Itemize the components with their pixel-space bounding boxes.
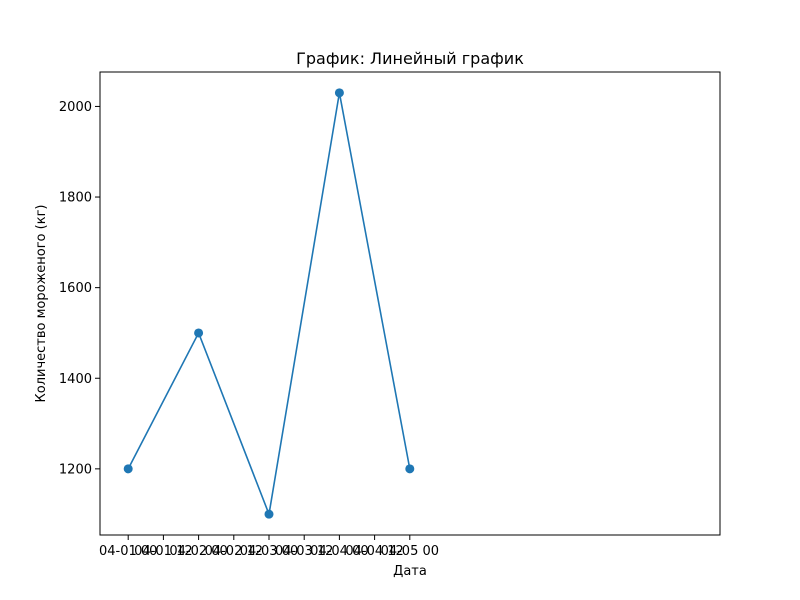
y-axis-ticks: 1200 1400 1600 1800 2000 xyxy=(59,100,100,477)
x-tick-label: 04-02 12 xyxy=(205,544,263,559)
x-tick-label: 04-01 12 xyxy=(134,544,192,559)
y-tick-label: 1400 xyxy=(59,372,92,387)
series-layer xyxy=(123,88,415,519)
x-tick-label: 04-04 00 xyxy=(310,544,368,559)
x-tick-label: 04-04 12 xyxy=(345,544,403,559)
y-tick-label: 2000 xyxy=(59,100,92,115)
x-tick-label: 04-03 12 xyxy=(275,544,333,559)
y-tick-label: 1800 xyxy=(59,191,92,206)
y-tick-label: 1200 xyxy=(59,462,92,477)
x-tick-label: 04-02 00 xyxy=(169,544,227,559)
data-point xyxy=(334,88,344,98)
y-tick-label: 1600 xyxy=(59,281,92,296)
chart-title: График: Линейный график xyxy=(296,49,524,68)
y-axis-label: Количество мороженого (кг) xyxy=(34,205,49,403)
x-axis-label: Дата xyxy=(393,564,427,579)
x-tick-label: 04-01 00 xyxy=(99,544,157,559)
plot-frame xyxy=(99,71,721,536)
data-point xyxy=(405,464,415,474)
data-point xyxy=(264,509,274,519)
data-point xyxy=(194,328,204,338)
data-point xyxy=(123,464,133,474)
x-tick-label: 04-05 00 xyxy=(381,544,439,559)
x-tick-label: 04-03 00 xyxy=(240,544,298,559)
